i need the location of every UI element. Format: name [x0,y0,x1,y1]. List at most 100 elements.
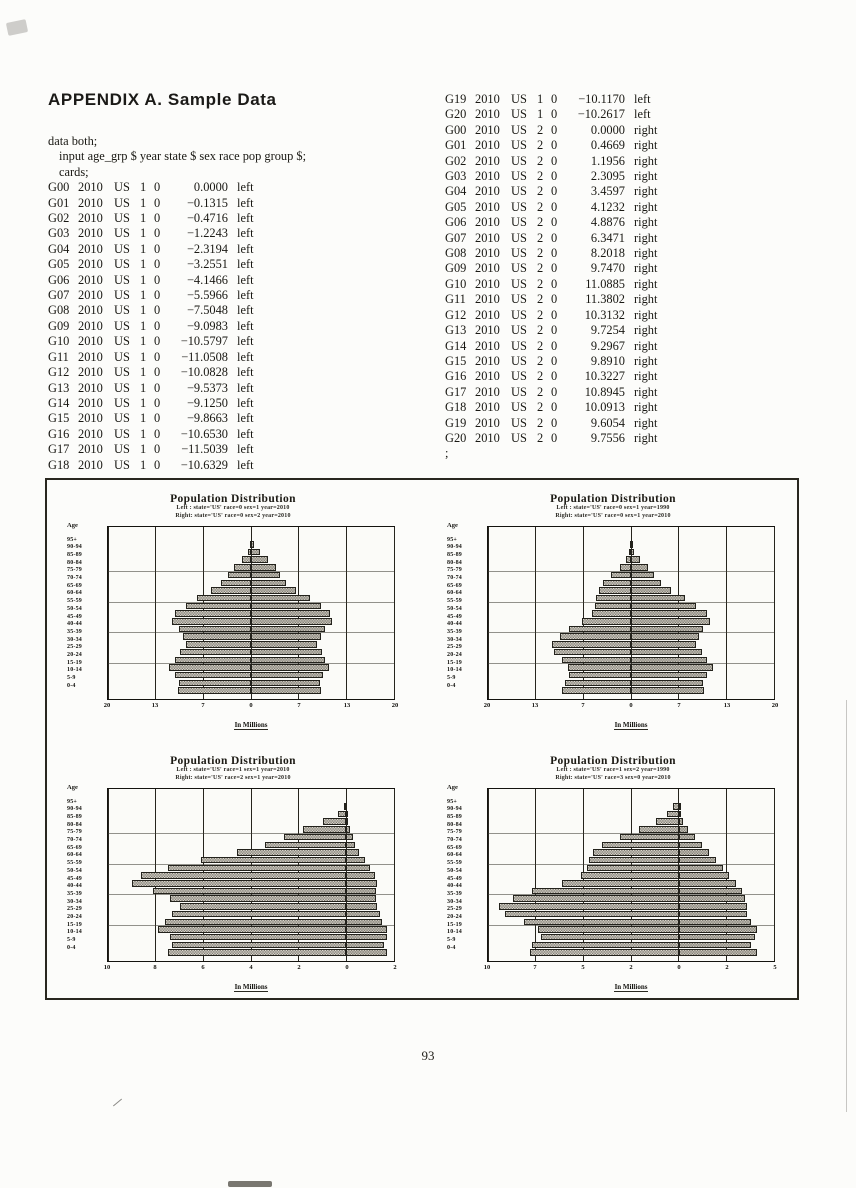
code-cell-year: 2010 [475,92,500,106]
code-cell-race: 0 [154,442,161,457]
pyramid-bar-right [346,880,378,887]
code-cell-age_grp: G15 [445,353,467,368]
code-cell-state: US [511,292,527,307]
code-cell-pop: −5.5966 [186,288,228,303]
code-cell-race: 0 [551,184,558,199]
code-cell-state: US [511,261,527,276]
age-label: 35-39 [447,890,462,897]
pyramid-bar-left [610,571,631,579]
pyramid-bar-right [251,548,260,556]
age-label: 15-19 [447,921,462,928]
code-cell-pop: 4.1232 [590,199,625,214]
pyramid-bar-right [631,625,704,633]
code-cell-age_grp: G05 [48,257,70,272]
pyramid-bar-left [568,664,631,671]
code-cell-group: left [237,303,254,318]
pyramid-bar-right [346,864,371,872]
pyramid-bar-left [531,941,679,949]
age-label: 40-44 [447,621,462,628]
code-row: G11 2010 US 1 0 −11.0508 left [48,350,408,365]
code-cell-age_grp: G12 [48,365,70,380]
pyramid-bar-left [172,910,347,918]
code-cell-race: 0 [551,384,558,399]
age-label: 50-54 [67,605,82,612]
code-header-line: data both; [48,134,98,148]
age-label: 10-14 [447,667,462,674]
code-cell-state: US [114,211,130,226]
gridline [107,527,109,699]
code-cell-pop: 9.2967 [590,338,625,353]
pyramid-bar-right [678,841,702,848]
age-label: 95+ [67,536,78,543]
age-label: 5-9 [447,937,456,944]
age-label: 85-89 [67,813,82,820]
gridline [107,789,109,961]
code-cell-sex: 2 [537,384,544,399]
code-row: G07 2010 US 1 0 −5.5966 left [48,288,408,303]
code-cell-pop: 2.3095 [590,169,625,184]
gridline [487,789,489,961]
code-cell-sex: 2 [537,122,544,137]
age-label: 55-59 [67,860,82,867]
x-axis-ticks: 20 13 7 0 7 13 20 [484,702,779,710]
code-cell-state: US [511,276,527,291]
code-cell-year: 2010 [475,307,500,322]
x-axis-ticks: 10 8 6 4 2 0 2 [104,964,397,972]
code-cell-group: right [634,307,658,322]
age-label: 25-29 [447,644,462,651]
pyramid-bar-left [505,910,679,918]
code-header-line: cards; [59,164,89,179]
age-label: 65-69 [447,582,462,589]
pyramid-bar-left [667,810,679,818]
age-label: 50-54 [447,605,462,612]
code-cell-group: right [634,153,658,168]
pyramid-bar-right [251,641,318,648]
age-label: 90-94 [67,806,82,813]
code-cell-race: 0 [551,430,558,445]
x-tick-label: 4 [249,964,253,971]
code-listing-right: G19 2010 US 1 0 −10.1170 left G20 2010 US 1 0 −10.26… [445,92,805,462]
scan-artifact [5,19,29,36]
code-cell-year: 2010 [78,272,103,287]
code-cell-race: 0 [551,107,558,122]
pyramid-bar-left [499,903,679,910]
code-cell-year: 2010 [78,180,103,195]
horizontal-gridline [488,925,774,927]
code-cell-state: US [511,338,527,353]
chart-subtitle: Left : state='US' race=1 sex=2 year=1990 [556,767,670,773]
age-label: 85-89 [447,813,462,820]
code-cell-year: 2010 [78,211,103,226]
code-cell-group: left [237,349,254,364]
age-label: 60-64 [67,852,82,859]
code-cell-race: 0 [551,261,558,276]
code-cell-state: US [114,442,130,457]
code-cell-pop: −10.2617 [577,107,625,122]
pyramid-bar-right [631,564,648,571]
code-cell-pop: 3.4597 [590,184,625,199]
code-row: G17 2010 US 1 0 −11.5039 left [48,442,408,457]
code-cell-race: 0 [551,122,558,137]
code-row: G17 2010 US 2 0 10.8945 right [445,385,805,400]
code-cell-group: right [634,400,658,415]
age-axis-header: Age [67,784,78,791]
pyramid-bar-left [158,926,347,933]
x-tick-label: 0 [345,964,349,971]
horizontal-gridline [108,570,394,572]
age-label: 45-49 [447,875,462,882]
code-cell-pop: 9.8910 [590,353,625,368]
code-cell-sex: 1 [140,257,147,272]
code-cell-age_grp: G13 [48,380,70,395]
pyramid-bar-left [169,933,347,941]
code-cell-year: 2010 [475,153,500,168]
code-cell-state: US [114,288,130,303]
code-cell-age_grp: G14 [445,338,467,353]
code-cell-sex: 2 [537,169,544,184]
gridline [535,789,537,961]
pyramid-bar-right [631,548,635,556]
code-cell-group: right [634,338,658,353]
age-label: 45-49 [67,613,82,620]
pyramid-bar-right [678,826,689,833]
pyramid-bar-left [167,864,347,872]
code-cell-race: 0 [154,303,161,318]
code-cell-race: 0 [154,349,161,364]
